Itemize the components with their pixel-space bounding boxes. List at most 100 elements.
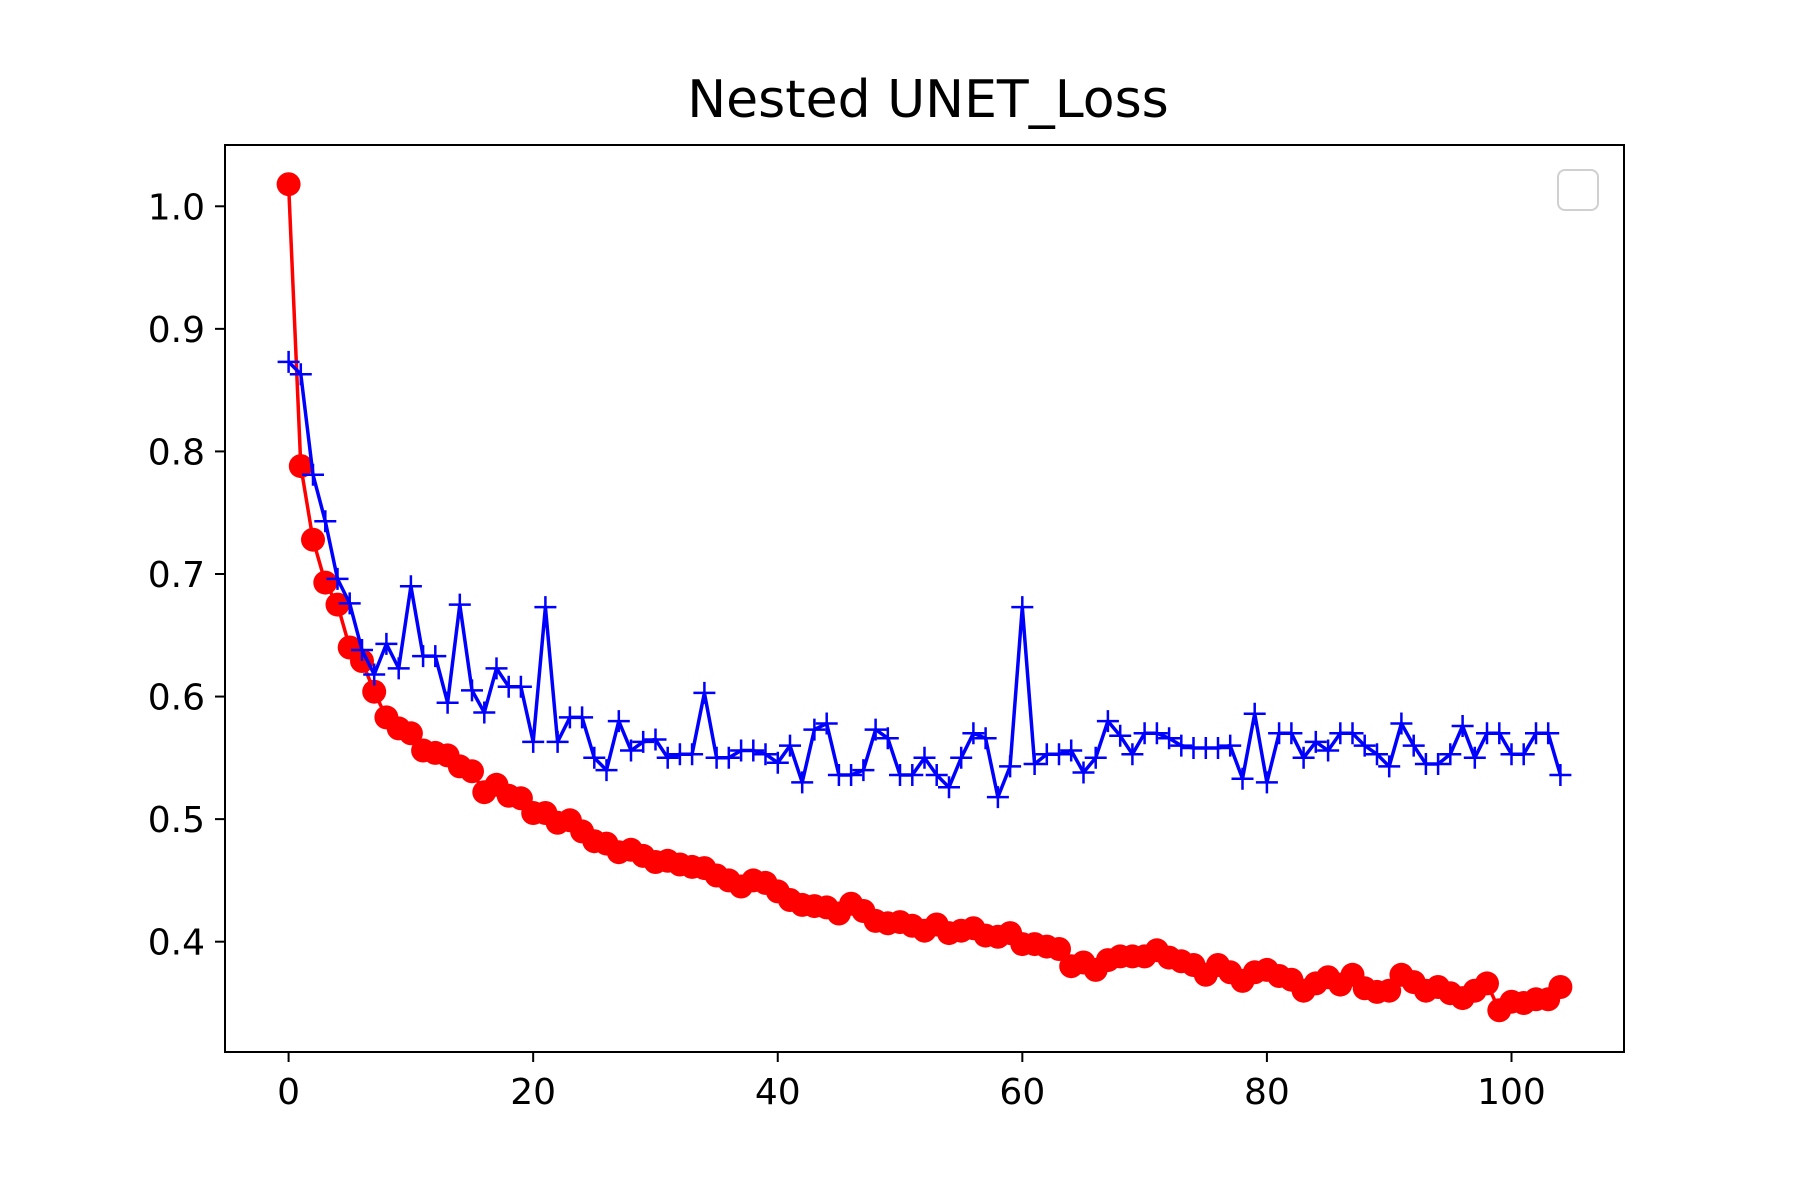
series-0 bbox=[276, 172, 1573, 1023]
data-point bbox=[1048, 743, 1070, 766]
data-point bbox=[326, 567, 349, 590]
y-tick-label: 0.8 bbox=[148, 432, 205, 473]
data-point bbox=[620, 739, 642, 762]
data-point bbox=[448, 593, 471, 616]
data-point bbox=[803, 718, 826, 741]
data-point bbox=[1475, 971, 1499, 996]
data-point bbox=[302, 463, 324, 486]
data-point bbox=[1219, 734, 1242, 757]
data-point bbox=[1084, 746, 1107, 769]
data-point bbox=[277, 350, 300, 373]
data-point bbox=[1304, 730, 1327, 753]
data-point bbox=[1072, 761, 1095, 784]
data-point bbox=[1512, 743, 1535, 766]
y-tick-label: 0.7 bbox=[148, 555, 205, 596]
data-point bbox=[1023, 753, 1046, 775]
data-point bbox=[288, 454, 313, 479]
data-point bbox=[473, 701, 496, 724]
data-point bbox=[1109, 724, 1132, 747]
data-point bbox=[1096, 710, 1119, 733]
data-point bbox=[876, 727, 899, 750]
data-point bbox=[1317, 739, 1340, 762]
legend-box bbox=[1557, 169, 1599, 211]
data-point bbox=[1548, 975, 1573, 999]
data-point bbox=[522, 730, 545, 753]
data-point bbox=[938, 776, 960, 799]
data-point bbox=[815, 712, 838, 735]
data-point bbox=[1060, 739, 1083, 762]
data-point bbox=[1427, 753, 1450, 775]
series-layer bbox=[276, 172, 1573, 1023]
x-tick-label: 20 bbox=[510, 1072, 556, 1113]
data-point bbox=[351, 639, 373, 661]
data-point bbox=[1488, 722, 1511, 745]
data-point bbox=[1145, 722, 1168, 745]
data-point bbox=[1280, 722, 1303, 745]
y-tick-label: 0.6 bbox=[148, 678, 205, 719]
data-point bbox=[1402, 734, 1425, 757]
data-point bbox=[681, 743, 704, 766]
data-point bbox=[986, 786, 1009, 809]
data-point bbox=[460, 759, 484, 784]
data-point bbox=[864, 718, 887, 741]
data-point bbox=[313, 570, 338, 595]
data-point bbox=[1451, 715, 1474, 737]
data-point bbox=[1121, 743, 1144, 766]
data-point bbox=[1207, 737, 1229, 759]
data-point bbox=[1292, 746, 1315, 769]
data-point bbox=[791, 771, 814, 794]
data-point bbox=[436, 691, 459, 714]
data-point bbox=[1390, 712, 1413, 735]
series-line bbox=[287, 360, 1563, 799]
x-tick-label: 60 bbox=[999, 1072, 1045, 1113]
data-point bbox=[632, 730, 655, 753]
data-point bbox=[779, 734, 801, 757]
data-point bbox=[1170, 734, 1193, 757]
x-tick-label: 0 bbox=[277, 1072, 300, 1113]
data-point bbox=[314, 510, 337, 533]
data-point bbox=[913, 746, 936, 769]
data-point bbox=[840, 764, 863, 786]
data-point bbox=[375, 632, 398, 655]
data-point bbox=[325, 592, 350, 617]
data-point bbox=[950, 746, 973, 769]
x-axis: 0 20 40 60 80 100 bbox=[277, 1052, 1546, 1113]
data-point bbox=[301, 527, 325, 552]
data-point bbox=[289, 363, 312, 386]
data-point bbox=[398, 721, 423, 746]
data-point bbox=[1353, 734, 1376, 757]
data-point bbox=[362, 679, 387, 704]
data-point bbox=[1537, 722, 1560, 745]
data-point bbox=[766, 751, 789, 774]
data-point bbox=[925, 764, 948, 786]
data-point bbox=[1366, 743, 1388, 766]
data-point bbox=[656, 746, 679, 769]
data-point bbox=[1463, 746, 1486, 769]
data-point bbox=[485, 657, 508, 680]
data-point bbox=[1231, 767, 1254, 790]
data-point bbox=[962, 722, 985, 745]
data-point bbox=[595, 759, 618, 782]
data-point bbox=[974, 727, 997, 750]
y-tick-label: 1.0 bbox=[148, 187, 205, 228]
data-point bbox=[644, 728, 667, 751]
data-point bbox=[754, 743, 777, 766]
data-point bbox=[1047, 937, 1071, 961]
series-line bbox=[286, 184, 1562, 1013]
data-point bbox=[1549, 764, 1572, 786]
data-point bbox=[1255, 771, 1278, 794]
y-axis: 0.4 0.5 0.6 0.7 0.8 0.9 1.0 bbox=[148, 187, 225, 964]
x-tick-label: 80 bbox=[1244, 1072, 1290, 1113]
data-point bbox=[363, 663, 386, 686]
data-point bbox=[1378, 755, 1401, 778]
data-point bbox=[1341, 722, 1364, 745]
data-point bbox=[901, 764, 924, 786]
data-point bbox=[1158, 727, 1181, 750]
x-tick-label: 40 bbox=[755, 1072, 801, 1113]
data-point bbox=[276, 172, 301, 197]
data-point bbox=[852, 759, 875, 782]
data-point bbox=[607, 710, 630, 733]
data-point bbox=[717, 746, 740, 769]
data-point bbox=[742, 739, 765, 762]
